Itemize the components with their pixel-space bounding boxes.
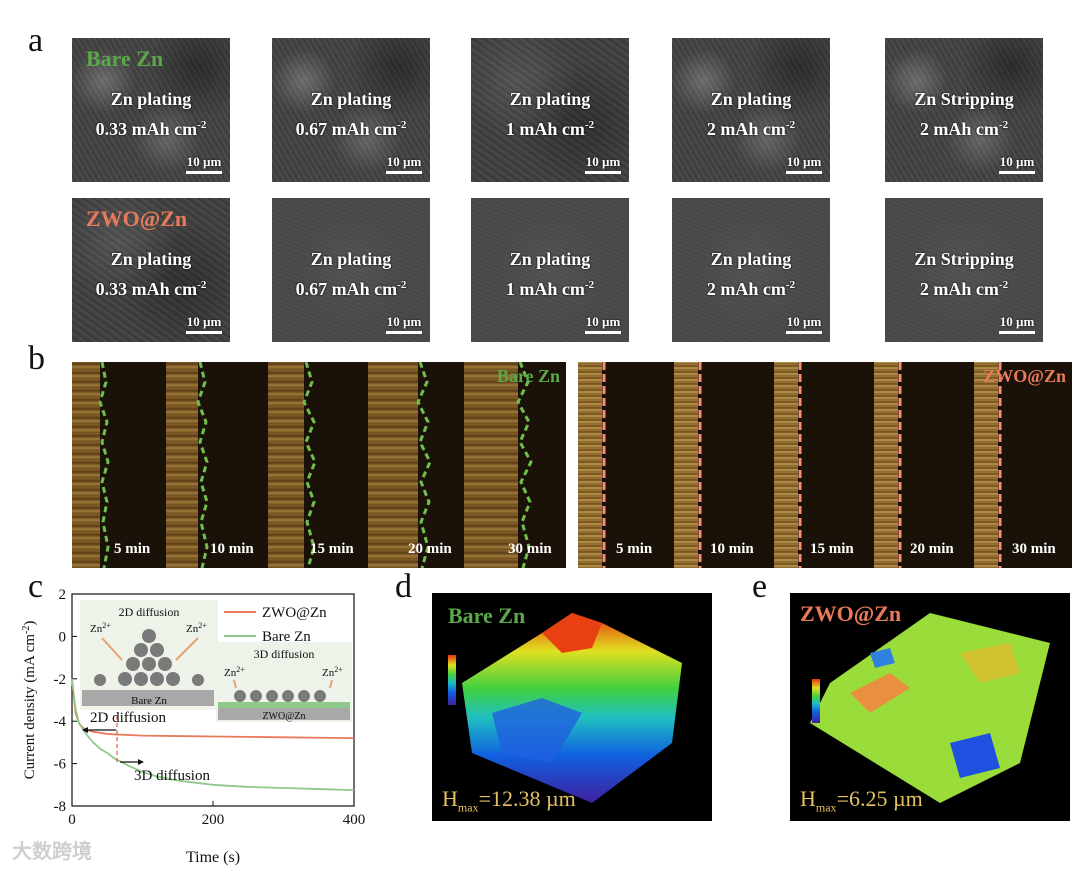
sem-caption-line2: 2 mAh cm-2 [919, 119, 1009, 139]
y-tick-label-4: -6 [54, 757, 67, 773]
sem-caption-line1: Zn plating [509, 89, 591, 109]
sem-tag-zwo: ZWO@Zn [86, 206, 188, 231]
sem-image-zwo-2: Zn plating 0.67 mAh cm-2 10 µm [272, 198, 430, 342]
inset3d-ion-left: Zn2+ [224, 665, 245, 680]
hmax-zwo: Hmax=6.25 µm [800, 785, 923, 814]
y-tick-label-0: 2 [59, 587, 67, 603]
chronoamperometry-chart: 0 200 400 2 0 -2 -4 -6 -8 Time (s) Current densi… [21, 587, 366, 866]
sem-image-zwo-5: Zn Stripping 2 mAh cm-2 10 µm [885, 198, 1043, 342]
sem-caption-line1: Zn plating [710, 249, 792, 269]
sem-caption-line1: Zn plating [509, 249, 591, 269]
sem-caption-line2: 0.67 mAh cm-2 [295, 279, 407, 299]
sem-caption-line1: Zn Stripping [914, 249, 1014, 269]
scale-bar: 10 µm [386, 314, 422, 334]
om-time-bare-1: 5 min [114, 541, 151, 557]
panel-label-e: e [752, 568, 768, 605]
scale-bar: 10 µm [786, 154, 822, 174]
sem-tag-bare: Bare Zn [86, 46, 164, 71]
inset-2d-diffusion: 2D diffusion Bare Zn Zn2+ Zn2+ [80, 600, 218, 710]
annot-3d-diffusion: 3D diffusion [134, 768, 210, 784]
om-time-zwo-5: 30 min [1012, 541, 1056, 557]
x-tick-label-2: 400 [343, 812, 366, 828]
scale-bar: 10 µm [386, 154, 422, 174]
inset-3d-diffusion: 3D diffusion ZWO@Zn Zn2+ Zn2+ [216, 642, 352, 722]
om-time-bare-4: 20 min [408, 541, 452, 557]
scale-bar: 10 µm [186, 314, 222, 334]
panel-label-c: c [28, 568, 44, 605]
om-time-zwo-1: 5 min [616, 541, 653, 557]
scale-bar: 10 µm [585, 154, 621, 174]
sem-image-zwo-4: Zn plating 2 mAh cm-2 10 µm [672, 198, 830, 342]
om-time-bare-5: 30 min [508, 541, 552, 557]
panel-label-b: b [28, 340, 45, 377]
inset-3d-title: 3D diffusion [254, 647, 315, 661]
x-tick-label-0: 0 [68, 812, 76, 828]
om-time-bare-2: 10 min [210, 541, 254, 557]
optical-series-zwo: 5 min 10 min 15 min 20 min 30 min ZWO@Zn [578, 362, 1072, 568]
om-time-zwo-3: 15 min [810, 541, 854, 557]
scale-bar: 10 µm [999, 314, 1035, 334]
sem-caption-line2: 2 mAh cm-2 [706, 279, 796, 299]
inset-bare-substrate: Bare Zn [131, 695, 167, 707]
panel-label-a: a [28, 22, 44, 59]
chart-legend: ZWO@Zn Bare Zn [224, 605, 327, 645]
scale-bar: 10 µm [585, 314, 621, 334]
scale-bar: 10 µm [786, 314, 822, 334]
y-tick-label-1: 0 [59, 629, 67, 645]
sem-caption-line2: 0.33 mAh cm-2 [95, 119, 207, 139]
inset-zwo-substrate: ZWO@Zn [262, 711, 305, 722]
y-axis-label: Current density (mA cm-2) [21, 621, 39, 780]
scale-bar: 10 µm [999, 154, 1035, 174]
sem-caption-line2: 2 mAh cm-2 [706, 119, 796, 139]
sem-caption-line2: 1 mAh cm-2 [505, 279, 595, 299]
sem-caption-line2: 0.67 mAh cm-2 [295, 119, 407, 139]
sem-caption-line2: 2 mAh cm-2 [919, 279, 1009, 299]
profile-3d-zwo: ZWO@Zn Hmax=6.25 µm [790, 593, 1070, 821]
sem-image-bare-1: Zn plating 0.33 mAh cm-2 10 µm Bare Zn [72, 38, 230, 182]
profile-3d-bare: Bare Zn Hmax=12.38 µm [432, 593, 712, 821]
scale-bar: 10 µm [186, 154, 222, 174]
inset-ion-left: Zn2+ [90, 621, 111, 636]
inset3d-ion-right: Zn2+ [322, 665, 343, 680]
y-tick-label-2: -2 [54, 672, 67, 688]
sem-image-zwo-3: Zn plating 1 mAh cm-2 10 µm [471, 198, 629, 342]
x-axis-label: Time (s) [186, 849, 240, 866]
sem-caption-line2: 0.33 mAh cm-2 [95, 279, 207, 299]
sem-image-bare-4: Zn plating 2 mAh cm-2 10 µm [672, 38, 830, 182]
legend-label-1: Bare Zn [262, 629, 311, 645]
legend-label-0: ZWO@Zn [262, 605, 327, 621]
om-tag-bare: Bare Zn [496, 366, 560, 386]
sem-image-bare-3: Zn plating 1 mAh cm-2 10 µm [471, 38, 629, 182]
y-tick-label-5: -8 [54, 799, 67, 815]
x-tick-label-1: 200 [202, 812, 225, 828]
sem-caption-line1: Zn plating [310, 249, 392, 269]
profile-tag-bare: Bare Zn [448, 603, 526, 628]
sem-caption-line2: 1 mAh cm-2 [505, 119, 595, 139]
sem-image-bare-2: Zn plating 0.67 mAh cm-2 10 µm [272, 38, 430, 182]
watermark-logo: 大数跨境 [12, 839, 92, 863]
sem-caption-line1: Zn Stripping [914, 89, 1014, 109]
om-time-zwo-4: 20 min [910, 541, 954, 557]
profile-tag-zwo: ZWO@Zn [800, 601, 902, 626]
sem-caption-line1: Zn plating [710, 89, 792, 109]
sem-caption-line1: Zn plating [310, 89, 392, 109]
om-time-zwo-2: 10 min [710, 541, 754, 557]
optical-series-bare: 5 min 10 min 15 min 20 min 30 min Bare Z… [72, 362, 566, 568]
om-time-bare-3: 15 min [310, 541, 354, 557]
om-tag-zwo: ZWO@Zn [983, 366, 1066, 386]
y-tick-label-3: -4 [54, 714, 67, 730]
inset-2d-title: 2D diffusion [119, 605, 180, 619]
sem-caption-line1: Zn plating [110, 89, 192, 109]
sem-image-zwo-1: Zn plating 0.33 mAh cm-2 10 µm ZWO@Zn [72, 198, 230, 342]
hmax-bare: Hmax=12.38 µm [442, 785, 576, 814]
annot-2d-diffusion: 2D diffusion [90, 710, 166, 726]
sem-caption-line1: Zn plating [110, 249, 192, 269]
inset-ion-right: Zn2+ [186, 621, 207, 636]
panel-label-d: d [395, 568, 412, 605]
sem-image-bare-5: Zn Stripping 2 mAh cm-2 10 µm [885, 38, 1043, 182]
